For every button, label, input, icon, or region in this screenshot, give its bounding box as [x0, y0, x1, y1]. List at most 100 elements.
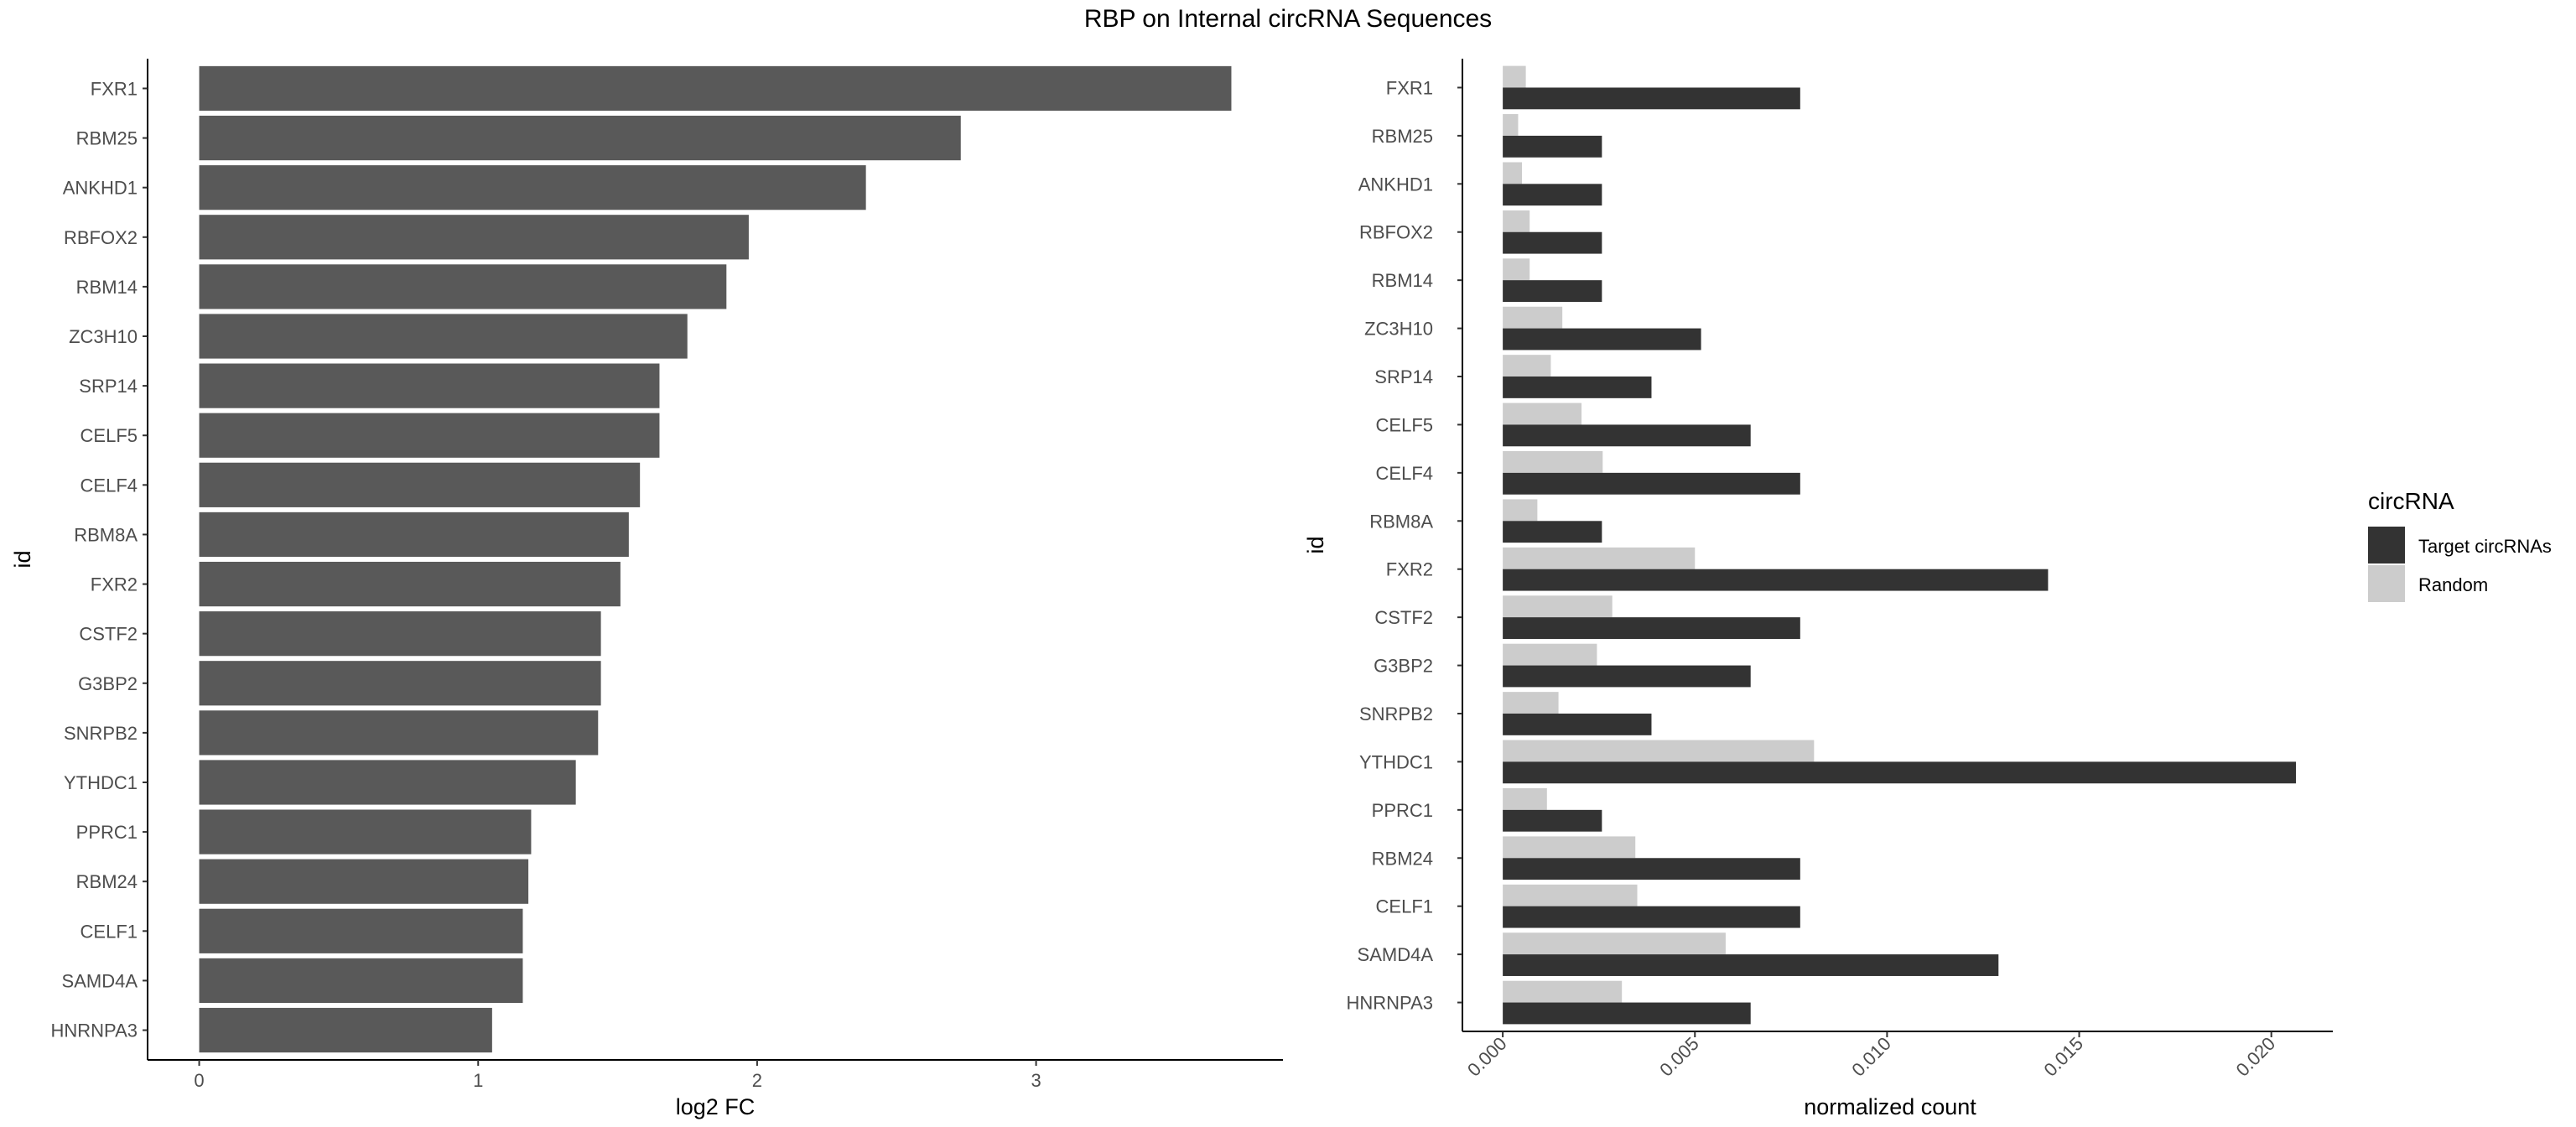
y-tick-label-ankhd1: ANKHD1	[63, 178, 138, 199]
bar-random-fxr2	[1503, 547, 1696, 569]
bar-random-snrpb2	[1503, 692, 1559, 714]
x-tick-label: 3	[1031, 1070, 1041, 1091]
bar-rbm25	[199, 115, 961, 161]
legend-title: circRNA	[2368, 488, 2454, 514]
bar-target-rbm24	[1503, 858, 1800, 880]
left-chart-bars	[199, 65, 1232, 1053]
legend-label-target: Target circRNAs	[2418, 536, 2552, 557]
y-tick-label-fxr2: FXR2	[1386, 559, 1433, 580]
x-tick-label: 1	[473, 1070, 483, 1091]
y-tick-label-fxr1: FXR1	[91, 78, 138, 99]
y-tick-label-rbm14: RBM14	[1372, 270, 1433, 291]
bar-samd4a	[199, 958, 523, 1004]
right-x-axis-title: normalized count	[1804, 1094, 1976, 1119]
bar-rbm14	[199, 264, 727, 309]
y-tick-label-fxr1: FXR1	[1386, 77, 1433, 98]
y-tick-label-cstf2: CSTF2	[79, 624, 138, 645]
right-y-axis-title: id	[1303, 536, 1328, 553]
y-tick-label-rbfox2: RBFOX2	[1359, 222, 1433, 243]
bar-rbm8a	[199, 512, 629, 558]
y-tick-label-g3bp2: G3BP2	[1374, 656, 1433, 677]
bar-srp14	[199, 363, 660, 408]
bar-fxr2	[199, 561, 621, 607]
y-tick-label-celf5: CELF5	[80, 425, 138, 446]
bar-target-fxr1	[1503, 87, 1800, 110]
y-tick-label-rbm24: RBM24	[1372, 848, 1433, 869]
bar-celf4	[199, 462, 641, 507]
y-tick-label-zc3h10: ZC3H10	[1364, 319, 1433, 340]
bar-random-celf5	[1503, 402, 1582, 425]
y-tick-label-rbfox2: RBFOX2	[64, 227, 138, 248]
y-tick-label-rbm25: RBM25	[1372, 126, 1433, 147]
bar-target-g3bp2	[1503, 665, 1751, 688]
y-tick-label-rbm25: RBM25	[76, 128, 138, 149]
bar-random-hnrnpa3	[1503, 980, 1623, 1003]
bar-target-ythdc1	[1503, 761, 2297, 784]
legend-swatch-target	[2368, 527, 2405, 564]
bar-pprc1	[199, 809, 532, 854]
left-x-axis-title: log2 FC	[676, 1094, 756, 1119]
y-tick-label-pprc1: PPRC1	[1372, 800, 1433, 821]
bar-target-celf5	[1503, 424, 1751, 447]
y-tick-label-ythdc1: YTHDC1	[1359, 751, 1433, 772]
left-chart-panel: FXR1 RBM25 ANKHD1 RBFOX2 RBM14 ZC3H10 SRP14 CEL…	[10, 59, 1283, 1119]
bar-random-rbm25	[1503, 114, 1519, 136]
y-tick-label-celf1: CELF1	[80, 921, 138, 942]
bar-ythdc1	[199, 760, 576, 805]
right-y-ticks: FXR1 RBM25 ANKHD1 RBFOX2 RBM14 ZC3H10 SRP14 CEL…	[1346, 77, 1462, 1014]
bar-target-samd4a	[1503, 954, 1999, 976]
legend-label-random: Random	[2418, 574, 2488, 595]
y-tick-label-celf5: CELF5	[1376, 414, 1433, 435]
legend-swatch-random	[2368, 565, 2405, 602]
bar-celf5	[199, 413, 660, 458]
y-tick-label-hnrnpa3: HNRNPA3	[1346, 993, 1433, 1014]
y-tick-label-srp14: SRP14	[1374, 366, 1433, 387]
bar-rbm24	[199, 859, 529, 904]
bar-target-rbfox2	[1503, 231, 1602, 254]
bar-rbfox2	[199, 215, 749, 260]
y-tick-label-samd4a: SAMD4A	[62, 970, 138, 991]
bar-g3bp2	[199, 661, 601, 706]
y-tick-label-cstf2: CSTF2	[1374, 607, 1433, 628]
bar-random-ankhd1	[1503, 162, 1523, 184]
bar-random-srp14	[1503, 355, 1551, 377]
bar-target-snrpb2	[1503, 713, 1652, 735]
bar-target-srp14	[1503, 377, 1652, 398]
left-x-ticks: 0 1 2 3	[194, 1060, 1041, 1091]
bar-random-ythdc1	[1503, 740, 1815, 762]
bar-random-g3bp2	[1503, 643, 1597, 666]
bar-random-celf1	[1503, 884, 1638, 906]
y-tick-label-rbm24: RBM24	[76, 871, 138, 892]
bar-celf1	[199, 908, 523, 953]
y-tick-label-rbm8a: RBM8A	[74, 524, 138, 545]
left-y-ticks: FXR1 RBM25 ANKHD1 RBFOX2 RBM14 ZC3H10 SRP14 CEL…	[50, 78, 148, 1041]
bar-target-hnrnpa3	[1503, 1002, 1751, 1025]
bar-hnrnpa3	[199, 1007, 492, 1053]
bar-target-cstf2	[1503, 617, 1800, 639]
bar-ankhd1	[199, 165, 866, 210]
bar-target-ankhd1	[1503, 184, 1602, 206]
y-tick-label-hnrnpa3: HNRNPA3	[50, 1021, 138, 1041]
bar-target-rbm25	[1503, 135, 1602, 158]
bar-random-samd4a	[1503, 932, 1726, 955]
x-tick-label: 2	[752, 1070, 762, 1091]
bar-target-fxr2	[1503, 569, 2049, 591]
y-tick-label-zc3h10: ZC3H10	[69, 326, 138, 347]
bar-random-fxr1	[1503, 65, 1526, 88]
bar-random-rbm8a	[1503, 499, 1538, 522]
y-tick-label-celf4: CELF4	[80, 475, 138, 496]
bar-random-zc3h10	[1503, 306, 1563, 329]
y-tick-label-pprc1: PPRC1	[76, 822, 138, 843]
figure-title: RBP on Internal circRNA Sequences	[1084, 5, 1492, 33]
bar-fxr1	[199, 65, 1232, 112]
bar-cstf2	[199, 611, 601, 657]
y-tick-label-celf1: CELF1	[1376, 896, 1433, 917]
bar-random-celf4	[1503, 451, 1603, 473]
bar-target-pprc1	[1503, 809, 1602, 832]
x-tick-label: 0	[194, 1070, 204, 1091]
y-tick-label-g3bp2: G3BP2	[78, 673, 138, 694]
y-tick-label-srp14: SRP14	[79, 376, 138, 397]
bar-zc3h10	[199, 314, 688, 359]
y-tick-label-samd4a: SAMD4A	[1358, 944, 1434, 965]
